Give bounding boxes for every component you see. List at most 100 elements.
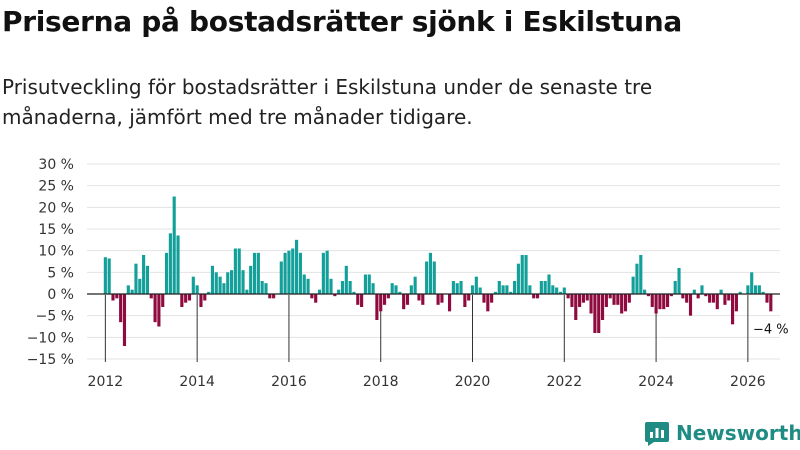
bar: [440, 294, 444, 303]
bar: [164, 252, 169, 294]
newsworthy-icon: [645, 422, 669, 446]
bar: [665, 294, 670, 307]
bar: [551, 285, 555, 294]
bar: [245, 289, 249, 294]
bar: [432, 261, 436, 294]
bar: [161, 294, 165, 307]
bar: [746, 285, 750, 294]
bar: [386, 294, 390, 299]
bar: [226, 272, 230, 294]
bar: [103, 257, 107, 294]
bar: [191, 276, 195, 294]
bar: [455, 283, 459, 294]
y-axis: 30 % 25 % 20 % 15 % 10 % 5 % 0 % −5 % −10 % −15 %: [27, 157, 74, 368]
bar: [149, 294, 153, 299]
bar: [172, 196, 176, 294]
bar: [543, 281, 547, 294]
bar: [337, 289, 341, 294]
bar: [157, 294, 161, 327]
bar: [677, 268, 681, 294]
bar: [413, 276, 417, 294]
bar: [467, 294, 471, 301]
x-axis: 2012 2014 2016 2018 2020 2022 2024 2026: [88, 295, 766, 390]
bar: [126, 285, 130, 294]
bar: [233, 248, 237, 294]
bar: [382, 294, 387, 305]
bar: [107, 258, 111, 294]
bar: [295, 239, 299, 294]
bar: [681, 294, 685, 299]
y-tick-label: 25 %: [38, 179, 74, 195]
last-value-label: −4 %: [753, 322, 789, 337]
bar: [421, 294, 425, 305]
brand-name: Newsworthy: [676, 421, 800, 445]
bar: [134, 263, 138, 294]
bar: [593, 294, 597, 333]
bar: [723, 294, 727, 305]
chart-subtitle: Prisutveckling för bostadsrätter i Eskil…: [2, 75, 653, 129]
bar: [708, 294, 712, 303]
bar: [352, 291, 356, 294]
bar: [509, 291, 513, 294]
bar: [700, 285, 704, 294]
bar: [727, 294, 731, 301]
y-tick-label: 30 %: [38, 157, 74, 173]
annotations: −4 %: [753, 322, 789, 337]
bar: [310, 294, 314, 299]
bar: [501, 285, 505, 294]
bar: [199, 294, 203, 307]
bar: [256, 252, 260, 294]
y-tick-label: −10 %: [27, 330, 74, 346]
y-tick-label: 5 %: [47, 265, 74, 281]
bar: [574, 294, 578, 320]
bar: [356, 294, 360, 305]
bar: [753, 285, 758, 294]
bar: [497, 281, 501, 294]
bar: [470, 285, 475, 294]
bar: [585, 294, 589, 301]
bar: [187, 294, 192, 301]
gridlines: [87, 163, 780, 360]
bar: [329, 278, 333, 294]
bar: [252, 252, 257, 294]
bar: [612, 294, 616, 305]
bar: [669, 294, 673, 297]
bar: [524, 255, 528, 294]
bar: [222, 283, 226, 294]
bar: [769, 294, 773, 312]
bar: [398, 291, 402, 294]
bar: [570, 294, 574, 307]
bar: [425, 261, 429, 294]
bar: [558, 291, 563, 294]
bar: [260, 281, 264, 294]
bar: [547, 274, 551, 294]
bar: [750, 272, 754, 294]
bar: [279, 261, 283, 294]
bar: [249, 265, 253, 294]
bar: [409, 285, 413, 294]
bar: [417, 294, 421, 301]
bar: [340, 281, 345, 294]
bar: [142, 255, 146, 294]
bar: [394, 285, 398, 294]
bar: [306, 278, 310, 294]
bar: [646, 294, 651, 297]
bar: [623, 294, 628, 312]
x-tick-label: 2014: [179, 374, 215, 390]
bar: [291, 248, 295, 294]
bar: [566, 294, 570, 299]
bar: [302, 274, 306, 294]
bar: [180, 294, 184, 307]
bar: [597, 294, 601, 333]
bar: [138, 278, 142, 294]
bar: [203, 294, 207, 301]
x-tick-label: 2012: [88, 374, 124, 390]
y-tick-label: −15 %: [27, 352, 74, 368]
bar: [528, 285, 532, 294]
bar: [333, 294, 337, 297]
x-tick-label: 2016: [271, 374, 307, 390]
bar: [696, 294, 700, 299]
bar: [532, 294, 536, 299]
bar: [555, 287, 559, 294]
